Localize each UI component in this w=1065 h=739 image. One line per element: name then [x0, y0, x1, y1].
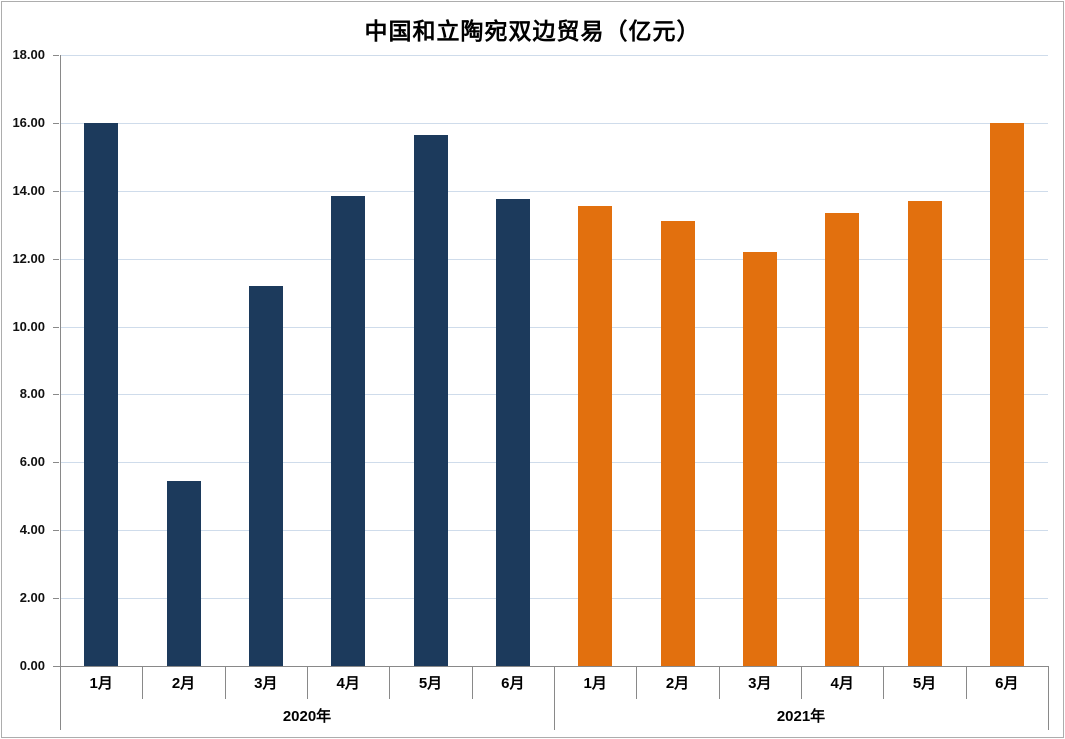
x-axis-year-label-2021年: 2021年: [776, 708, 826, 725]
bar-2021年-1月: [578, 206, 613, 666]
bar-2021年-5月: [907, 200, 942, 666]
y-axis-label-8.00: 8.00: [19, 386, 45, 402]
month-separator: [307, 666, 308, 699]
y-axis-tick-18.00: [53, 55, 59, 56]
month-separator: [965, 666, 967, 699]
x-axis-year-label-2020年: 2020年: [282, 708, 332, 725]
y-axis-tick-8.00: [53, 394, 59, 396]
y-axis-label-18.00: 18.00: [12, 47, 45, 62]
gridline-14.00: [60, 190, 1048, 192]
bar-2020年-5月: [413, 134, 448, 666]
month-separator: [471, 666, 473, 699]
gridline-12.00: [60, 258, 1048, 260]
bar-2020年-1月: [84, 122, 119, 666]
bar-2020年-3月: [248, 285, 283, 666]
y-axis-label-16.00: 16.00: [12, 114, 45, 130]
x-axis-month-label-2021年-3月: 3月: [748, 675, 772, 692]
year-group-divider: [1048, 666, 1049, 730]
month-separator: [883, 666, 885, 699]
month-separator: [718, 666, 720, 699]
bar-2021年-6月: [989, 122, 1024, 666]
gridline-10.00: [60, 326, 1048, 328]
month-separator: [801, 666, 802, 699]
year-group-divider: [554, 666, 555, 730]
month-separator: [224, 666, 226, 699]
x-axis-month-label-2020年-5月: 5月: [418, 675, 443, 692]
bar-2021年-4月: [825, 212, 860, 666]
y-axis-tick-10.00: [53, 326, 59, 328]
y-axis-tick-4.00: [53, 530, 59, 532]
bar-2020年-4月: [331, 195, 366, 666]
month-separator: [636, 666, 638, 699]
gridline-4.00: [60, 530, 1048, 532]
y-axis-tick-14.00: [53, 190, 59, 192]
x-axis-month-label-2021年-5月: 5月: [912, 675, 937, 692]
x-axis-month-label-2021年-2月: 2月: [665, 675, 690, 692]
bar-2021年-3月: [742, 251, 777, 666]
y-axis-tick-12.00: [53, 258, 59, 260]
month-separator: [142, 666, 144, 699]
y-axis-label-6.00: 6.00: [19, 454, 45, 470]
x-axis-month-label-2021年-4月: 4月: [830, 675, 854, 692]
y-axis-label-0.00: 0.00: [19, 658, 45, 673]
y-axis-label-4.00: 4.00: [19, 522, 45, 538]
x-axis-month-label-2020年-4月: 4月: [336, 675, 360, 692]
y-axis-label-14.00: 14.00: [12, 182, 45, 198]
gridline-2.00: [60, 598, 1048, 600]
bar-2021年-2月: [660, 221, 695, 666]
y-axis-tick-16.00: [53, 122, 59, 124]
bar-2020年-6月: [495, 199, 530, 666]
x-axis-month-label-2020年-3月: 3月: [254, 675, 278, 692]
y-axis-label-2.00: 2.00: [19, 590, 45, 606]
y-axis-tick-2.00: [53, 598, 59, 600]
y-axis-line: [60, 55, 61, 666]
x-axis-month-label-2020年-6月: 6月: [501, 675, 525, 692]
x-axis-month-label-2020年-2月: 2月: [171, 675, 196, 692]
y-axis-label-10.00: 10.00: [12, 318, 45, 334]
year-group-divider: [60, 666, 61, 730]
gridline-8.00: [60, 394, 1048, 396]
x-axis-month-label-2021年-6月: 6月: [995, 675, 1019, 692]
gridline-6.00: [60, 462, 1048, 464]
x-axis-month-label-2020年-1月: 1月: [89, 675, 113, 692]
x-axis-line: [53, 666, 1048, 667]
gridline-16.00: [60, 122, 1048, 124]
y-axis-tick-6.00: [53, 462, 59, 464]
month-separator: [389, 666, 391, 699]
y-axis-label-12.00: 12.00: [12, 250, 45, 266]
gridline-18.00: [60, 55, 1048, 56]
bar-2020年-2月: [166, 481, 201, 666]
chart-title: 中国和立陶宛双边贸易（亿元）: [364, 18, 701, 44]
x-axis-month-label-2021年-1月: 1月: [583, 675, 607, 692]
